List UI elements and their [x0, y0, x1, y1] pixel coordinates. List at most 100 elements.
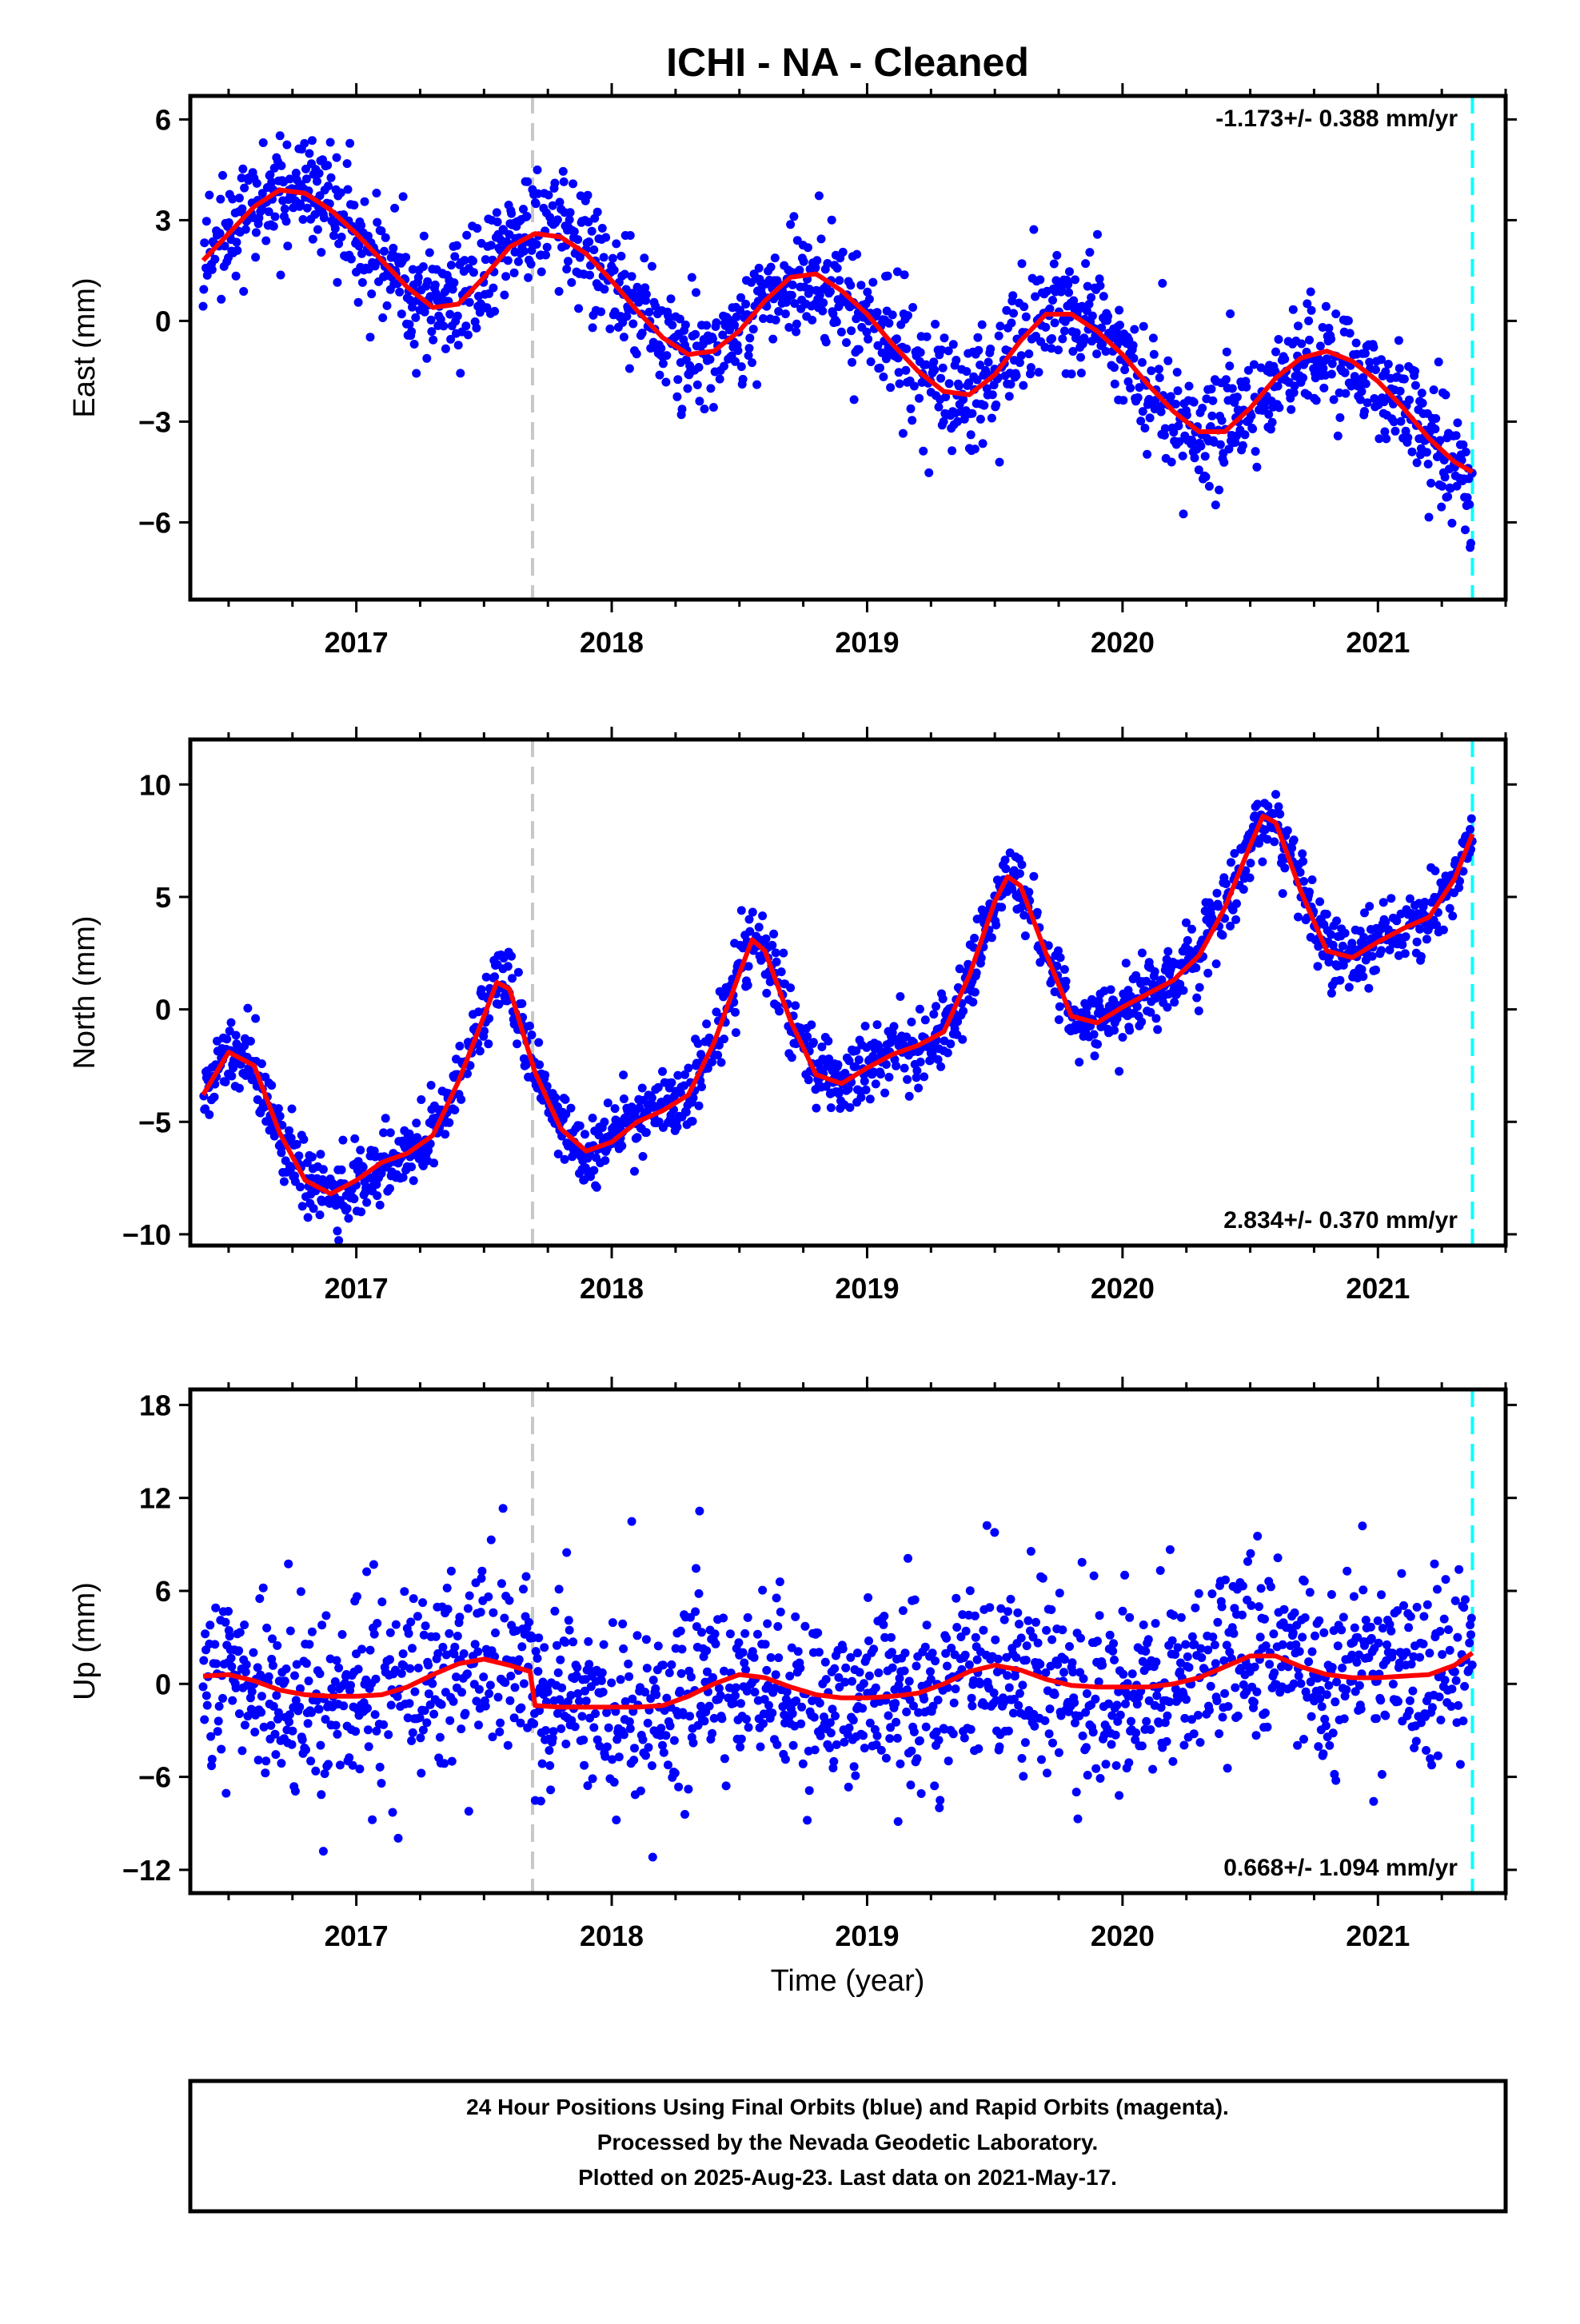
data-point: [1311, 1632, 1319, 1640]
data-point: [389, 1808, 397, 1817]
data-point: [1122, 959, 1131, 967]
data-point: [872, 1684, 880, 1692]
data-point: [1362, 380, 1371, 389]
data-point: [257, 1692, 266, 1700]
data-point: [985, 1603, 994, 1612]
data-point: [1015, 1620, 1023, 1628]
data-point: [768, 941, 776, 950]
data-point: [1434, 357, 1443, 366]
data-point: [988, 414, 996, 423]
x-tick-label: 2020: [1091, 626, 1155, 659]
data-point: [487, 241, 496, 249]
data-point: [453, 312, 462, 321]
data-point: [455, 1612, 464, 1621]
data-point: [1224, 1702, 1233, 1711]
data-point: [619, 1070, 628, 1079]
data-point: [1437, 503, 1446, 512]
data-point: [1381, 1712, 1390, 1720]
data-point: [1399, 1601, 1408, 1610]
data-point: [1440, 1615, 1449, 1624]
data-point: [833, 264, 842, 273]
data-point: [377, 1779, 386, 1788]
data-point: [1110, 1656, 1119, 1664]
data-point: [1305, 336, 1314, 345]
data-point: [1147, 366, 1155, 375]
data-point: [943, 1662, 952, 1671]
data-point: [472, 324, 481, 333]
data-point: [995, 321, 1004, 330]
data-point: [240, 184, 249, 193]
data-point: [628, 320, 637, 329]
data-point: [800, 1622, 809, 1631]
data-point: [511, 1683, 520, 1692]
data-point: [632, 349, 641, 358]
data-point: [910, 382, 919, 391]
data-point: [979, 439, 988, 448]
data-point: [1102, 1760, 1111, 1768]
data-point: [1051, 1690, 1059, 1699]
data-point: [1255, 1602, 1263, 1611]
data-point: [422, 354, 431, 363]
data-point: [1238, 1611, 1247, 1620]
data-point: [427, 316, 436, 325]
data-point: [1083, 1771, 1092, 1780]
data-point: [1047, 1605, 1055, 1614]
data-point: [604, 1724, 613, 1732]
data-point: [545, 1746, 553, 1755]
data-point: [1018, 1680, 1027, 1689]
data-point: [1298, 1632, 1307, 1641]
data-point: [672, 1122, 681, 1131]
data-point: [936, 1796, 944, 1804]
data-point: [610, 266, 619, 275]
data-point: [281, 1676, 289, 1685]
data-point: [257, 1708, 265, 1716]
data-point: [1163, 1737, 1171, 1746]
data-point: [1458, 1716, 1467, 1725]
data-point: [566, 208, 575, 217]
data-point: [1315, 897, 1324, 906]
data-point: [462, 231, 471, 240]
x-tick-label: 2017: [325, 1272, 389, 1305]
data-point: [1022, 1656, 1031, 1664]
data-point: [394, 1834, 403, 1843]
data-point: [277, 161, 285, 170]
data-point: [397, 309, 406, 318]
data-point: [517, 1704, 525, 1712]
data-point: [1090, 1572, 1099, 1581]
data-point: [556, 1656, 565, 1664]
data-point: [457, 1688, 466, 1696]
data-point: [321, 1611, 330, 1620]
data-point: [1015, 1689, 1024, 1698]
data-point: [824, 1037, 832, 1046]
data-point: [414, 1664, 423, 1672]
data-point: [1377, 946, 1386, 955]
data-point: [876, 1070, 885, 1078]
data-point: [716, 1691, 725, 1700]
data-point: [640, 253, 648, 262]
data-point: [624, 1660, 632, 1668]
data-point: [737, 362, 746, 371]
data-point: [497, 1579, 506, 1588]
data-point: [899, 1606, 908, 1615]
data-point: [912, 1066, 921, 1075]
data-point: [685, 1712, 694, 1720]
data-point: [829, 1757, 838, 1766]
data-point: [533, 165, 542, 174]
data-point: [642, 1128, 651, 1137]
data-point: [1332, 1677, 1341, 1686]
data-point: [1130, 325, 1139, 334]
model-fit-curve: [203, 816, 1473, 1194]
data-point: [390, 204, 399, 213]
data-point: [1331, 1697, 1339, 1706]
data-point: [1207, 1589, 1216, 1598]
data-point: [739, 1648, 748, 1657]
y-tick-label: 6: [155, 103, 171, 136]
data-point: [1386, 1627, 1395, 1636]
data-point: [1231, 915, 1240, 924]
data-point: [570, 227, 579, 236]
data-point: [297, 1587, 305, 1596]
data-point: [262, 1624, 271, 1632]
data-point: [1462, 448, 1470, 456]
data-point: [638, 1084, 647, 1093]
x-tick-label: 2018: [580, 1272, 644, 1305]
